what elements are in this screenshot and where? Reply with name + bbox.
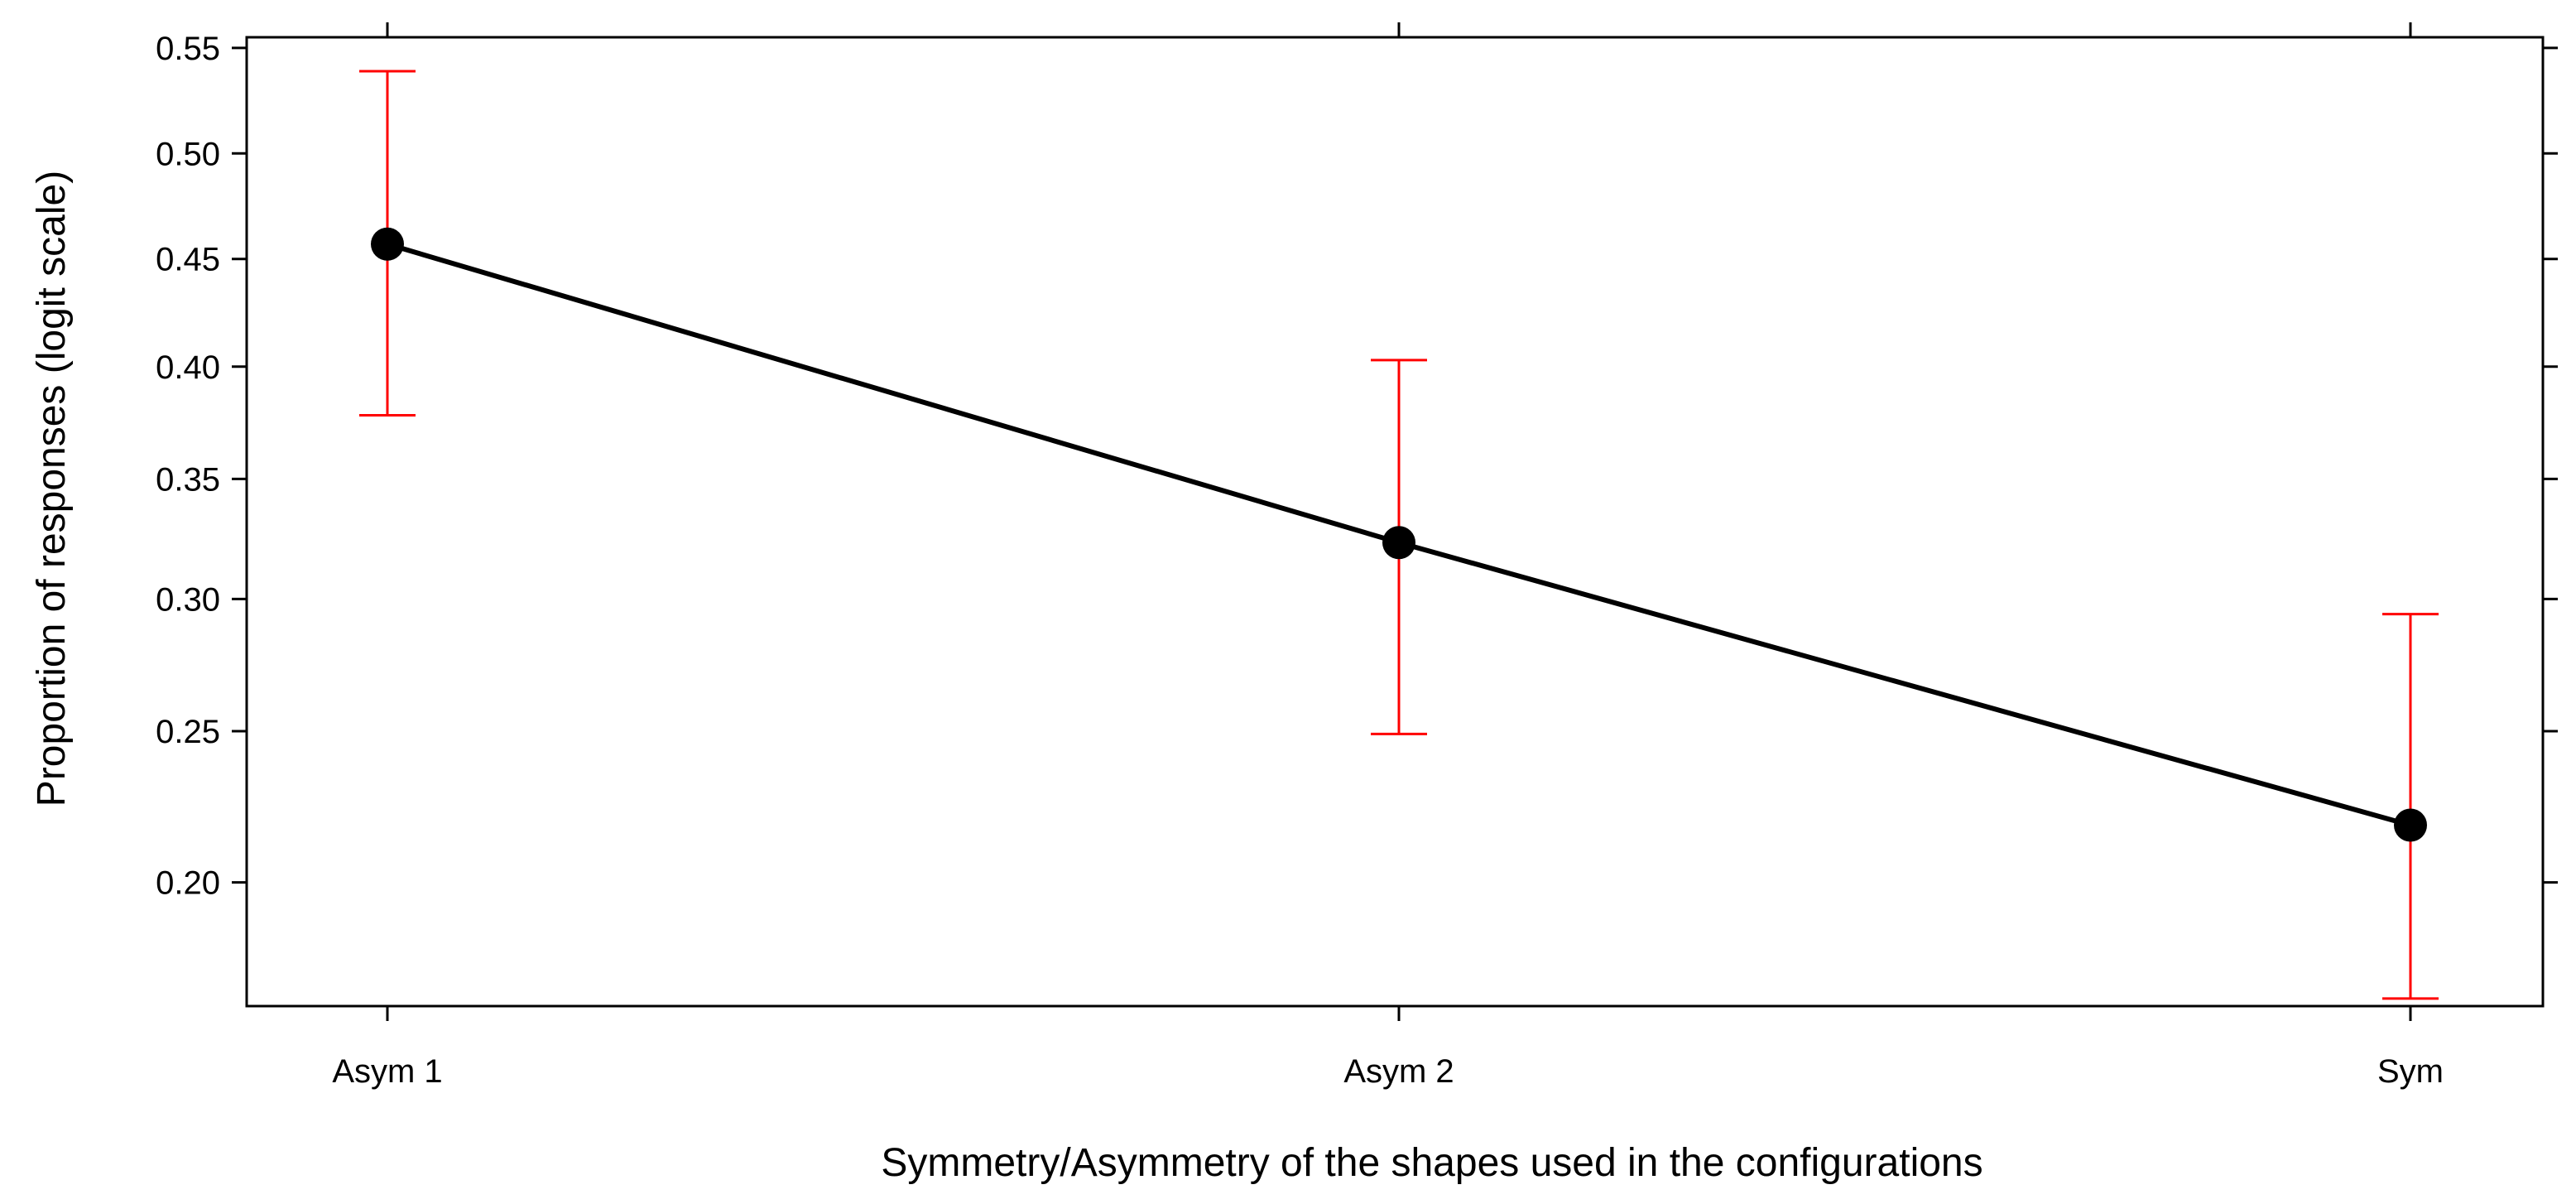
y-tick-label: 0.35 [156, 461, 220, 498]
y-tick-label: 0.45 [156, 242, 220, 278]
plot-frame [245, 36, 2545, 1008]
y-tick-label: 0.50 [156, 136, 220, 172]
data-points [371, 227, 2427, 842]
x-tick-label: Sym [2377, 1053, 2444, 1090]
data-point [2394, 808, 2427, 842]
x-tick-label: Asym 2 [1343, 1053, 1454, 1090]
y-tick-label: 0.55 [156, 31, 220, 67]
data-point [371, 227, 404, 261]
y-tick-label: 0.40 [156, 349, 220, 386]
y-axis-title: Proportion of responses (logit scale) [30, 171, 74, 807]
x-tick-label: Asym 1 [332, 1053, 442, 1090]
x-tick-labels: Asym 1 Asym 2 Sym [332, 1053, 2444, 1090]
y-tick-label: 0.25 [156, 714, 220, 750]
x-axis-title: Symmetry/Asymmetry of the shapes used in… [881, 1141, 1982, 1185]
y-tick-labels: 0.20 0.25 0.30 0.35 0.40 0.45 0.50 0.55 [156, 31, 220, 902]
axis-ticks [232, 22, 2558, 1021]
y-tick-label: 0.20 [156, 865, 220, 902]
y-tick-label: 0.30 [156, 581, 220, 618]
data-point [1382, 526, 1415, 560]
error-bars [359, 70, 2439, 1000]
